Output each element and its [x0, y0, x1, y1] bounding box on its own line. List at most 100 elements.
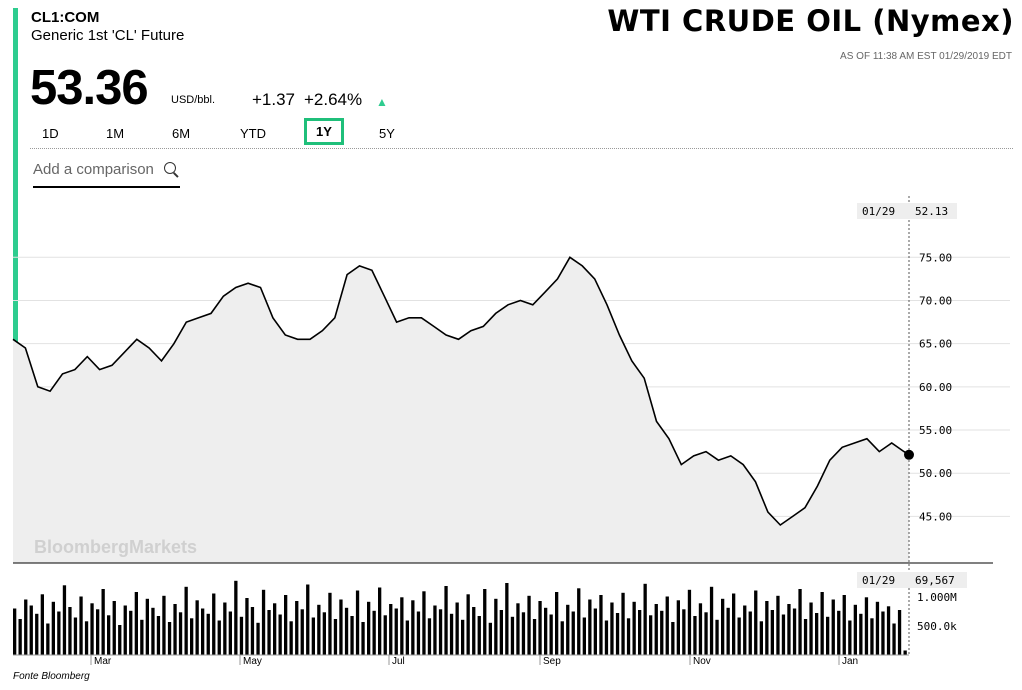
volume-bar — [665, 596, 669, 655]
volume-bar — [201, 608, 205, 655]
last-price-value: 52.13 — [915, 205, 948, 218]
volume-bar — [267, 610, 271, 655]
volume-bar — [704, 612, 708, 655]
volume-bar — [273, 603, 277, 655]
volume-bar — [726, 607, 730, 656]
volume-bar — [433, 605, 437, 655]
volume-bar — [162, 595, 166, 656]
price-unit: USD/bbl. — [171, 94, 216, 106]
volume-bar — [123, 605, 127, 655]
volume-bar — [311, 617, 315, 655]
price-area — [13, 257, 909, 563]
volume-bar — [389, 604, 393, 655]
volume-bar — [295, 601, 299, 655]
volume-bar — [361, 622, 365, 655]
volume-bar — [864, 597, 869, 656]
x-axis-labels: Mar May Jul Sep Nov Jan — [90, 655, 858, 667]
volume-bar — [289, 621, 293, 656]
volume-bar — [709, 586, 714, 656]
volume-bar — [84, 621, 89, 656]
tab-1m[interactable]: 1M — [106, 126, 125, 141]
volume-bar — [875, 601, 880, 656]
last-price-marker — [904, 449, 914, 460]
volume-bar — [632, 601, 636, 656]
volume-bar — [754, 590, 758, 655]
volume-bar — [621, 592, 625, 656]
tab-1d[interactable]: 1D — [42, 126, 59, 141]
volume-bar — [483, 589, 487, 655]
volume-bar — [715, 619, 719, 656]
volume-bar — [721, 598, 725, 656]
volume-bar — [13, 608, 17, 655]
bloomberg-watermark: BloombergMarkets — [34, 537, 197, 557]
volume-tick-500k: 500.0k — [917, 620, 957, 633]
search-input[interactable]: Add a comparison — [33, 161, 154, 178]
volume-bar — [90, 603, 94, 655]
volume-bar — [449, 613, 454, 656]
volume-bar — [837, 610, 841, 656]
search-icon[interactable] — [164, 162, 176, 174]
volume-bar — [682, 609, 686, 656]
volume-bar — [538, 601, 542, 655]
volume-bar — [842, 595, 846, 655]
last-price-date: 01/29 — [862, 205, 895, 218]
volume-bar — [505, 583, 509, 655]
volume-bar — [903, 650, 907, 655]
y-tick-label: 65.00 — [919, 338, 952, 351]
volume-bar — [427, 618, 432, 656]
volume-bar — [51, 601, 55, 656]
volume-bar — [765, 601, 769, 655]
volume-bar — [472, 607, 476, 655]
volume-bar — [698, 603, 703, 655]
volume-bar — [809, 602, 813, 655]
tab-1y[interactable]: 1Y — [304, 118, 344, 145]
volume-bar — [781, 614, 786, 655]
volume-bar — [870, 618, 874, 656]
volume-bar — [112, 601, 116, 655]
tab-ytd[interactable]: YTD — [240, 126, 266, 141]
volume-bar — [881, 611, 885, 655]
volume-bar — [206, 613, 210, 656]
x-tick-label: Jul — [392, 656, 405, 667]
tab-6m[interactable]: 6M — [172, 126, 191, 141]
volume-bar — [79, 596, 83, 655]
volume-bar — [660, 610, 664, 656]
volume-bar — [803, 619, 808, 655]
accent-bar — [13, 8, 18, 344]
volume-bar — [588, 599, 592, 655]
volume-bar — [422, 591, 426, 656]
volume-bar — [173, 604, 177, 655]
volume-bar — [350, 616, 354, 655]
volume-bar — [256, 622, 260, 656]
tab-divider — [30, 148, 1013, 149]
volume-bar — [129, 610, 133, 656]
volume-bar — [566, 604, 570, 656]
volume-bar — [532, 619, 537, 655]
volume-bar — [333, 619, 338, 655]
instrument-name: Generic 1st 'CL' Future — [31, 27, 185, 44]
volume-bar — [494, 598, 498, 656]
volume-bar — [96, 609, 100, 656]
x-tick-label: Sep — [543, 656, 561, 667]
volume-bar — [145, 598, 149, 656]
grid-layer — [13, 256, 1010, 517]
volume-bar — [101, 589, 105, 655]
volume-bar — [676, 600, 680, 656]
volume-bar — [378, 587, 382, 655]
y-tick-label: 50.00 — [919, 467, 952, 480]
volume-bar — [643, 583, 647, 656]
volume-bar — [582, 617, 586, 655]
volume-bar — [897, 610, 902, 655]
tab-5y[interactable]: 5Y — [379, 126, 395, 141]
y-tick-label: 55.00 — [919, 424, 952, 437]
volume-bar — [107, 615, 111, 656]
volume-bar — [151, 607, 155, 656]
comparison-search[interactable]: Add a comparison — [33, 157, 180, 188]
volume-bar — [18, 619, 22, 655]
volume-last-label: 01/29 69,567 — [857, 572, 967, 588]
volume-bar — [886, 606, 891, 656]
volume-bar — [527, 595, 531, 656]
x-tick-label: May — [243, 656, 262, 667]
source-footer: Fonte Bloomberg — [13, 671, 90, 682]
volume-bar — [300, 609, 304, 656]
